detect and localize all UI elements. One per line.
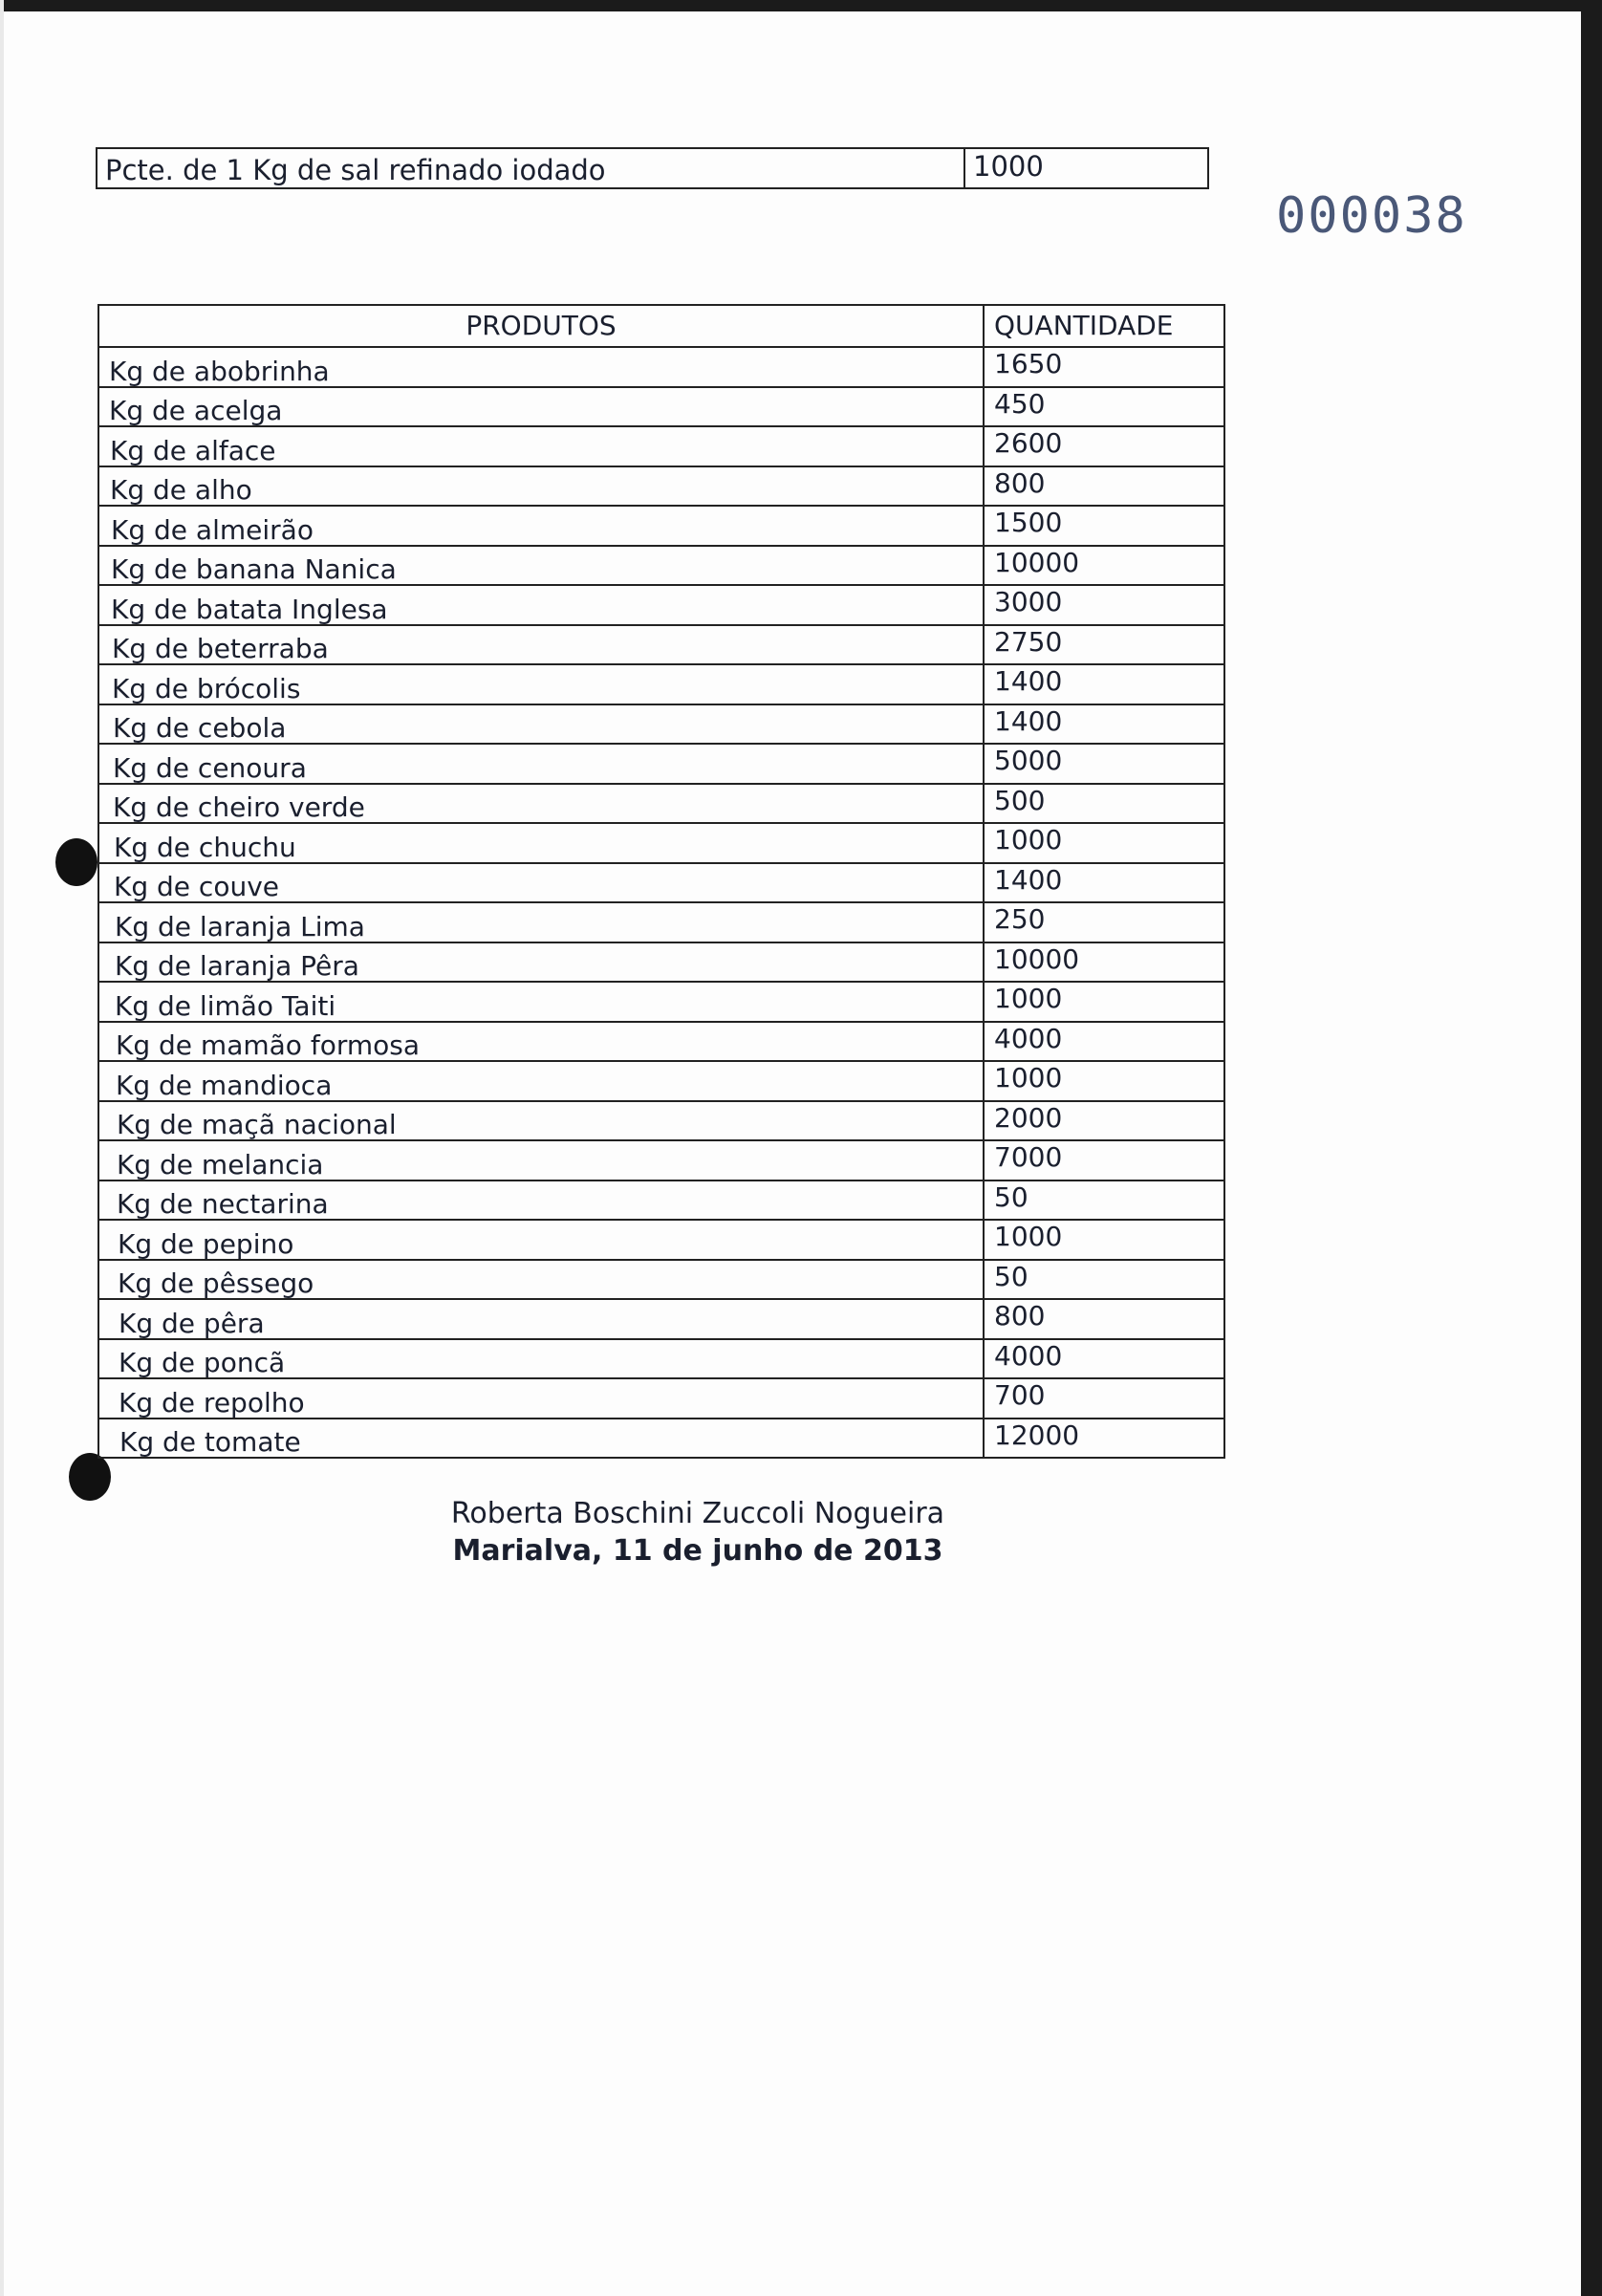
product-quantity: 1500 <box>983 505 1225 547</box>
product-quantity: 4000 <box>983 1020 1225 1062</box>
table-row: Kg de maçã nacional 2000 <box>97 1099 1225 1141</box>
table-row: Kg de mandioca 1000 <box>97 1060 1225 1102</box>
product-name: Kg de maçã nacional <box>97 1099 985 1141</box>
product-name: Kg de acelga <box>97 385 985 427</box>
product-quantity: 1000 <box>983 1060 1225 1102</box>
signature-name: Roberta Boschini Zuccoli Nogueira <box>450 1497 945 1530</box>
product-quantity: 3000 <box>983 584 1225 626</box>
product-quantity: 2750 <box>983 623 1225 665</box>
header-quantidade: QUANTIDADE <box>983 304 1225 348</box>
product-name: Kg de laranja Pêra <box>97 941 985 983</box>
table-row: Kg de banana Nanica 10000 <box>97 544 1225 586</box>
product-name: Kg de poncã <box>97 1337 985 1379</box>
product-quantity: 7000 <box>983 1139 1225 1181</box>
table-row: Kg de laranja Lima 250 <box>97 901 1225 943</box>
product-name: Kg de abobrinha <box>97 346 985 388</box>
product-name: Kg de banana Nanica <box>97 544 985 586</box>
top-item-quantity: 1000 <box>963 149 1207 187</box>
product-quantity: 2000 <box>983 1099 1225 1141</box>
product-name: Kg de mamão formosa <box>97 1020 985 1062</box>
top-item-product: Pcte. de 1 Kg de sal refinado iodado <box>105 154 606 186</box>
table-row: Kg de cheiro verde 500 <box>97 782 1225 824</box>
product-name: Kg de cheiro verde <box>97 782 985 824</box>
table-row: Kg de almeirão 1500 <box>97 505 1225 547</box>
header-produtos: PRODUTOS <box>97 304 985 348</box>
table-row: Kg de chuchu 1000 <box>97 822 1225 864</box>
punch-hole <box>69 1453 111 1501</box>
product-quantity: 1000 <box>983 981 1225 1023</box>
product-quantity: 1400 <box>983 703 1225 745</box>
punch-hole <box>55 838 97 886</box>
scan-edge-left <box>0 0 4 2296</box>
table-row: Kg de limão Taiti 1000 <box>97 981 1225 1023</box>
product-quantity: 4000 <box>983 1337 1225 1379</box>
table-row: Kg de alface 2600 <box>97 425 1225 467</box>
product-quantity: 1400 <box>983 663 1225 705</box>
product-name: Kg de mandioca <box>97 1060 985 1102</box>
product-quantity: 50 <box>983 1258 1225 1300</box>
product-quantity: 1400 <box>983 861 1225 903</box>
table-row: Kg de poncã 4000 <box>97 1337 1225 1379</box>
table-row: Kg de alho 800 <box>97 465 1225 507</box>
table-row: Kg de melancia 7000 <box>97 1139 1225 1181</box>
product-quantity: 250 <box>983 901 1225 943</box>
table-row: Kg de tomate 12000 <box>97 1417 1225 1459</box>
product-name: Kg de cenoura <box>97 743 985 785</box>
table-row: Kg de brócolis 1400 <box>97 663 1225 705</box>
table-row: Kg de pepino 1000 <box>97 1219 1225 1261</box>
product-name: Kg de laranja Lima <box>97 901 985 943</box>
product-quantity: 800 <box>983 465 1225 507</box>
table-row: Kg de nectarina 50 <box>97 1179 1225 1221</box>
product-name: Kg de tomate <box>97 1417 985 1459</box>
product-name: Kg de couve <box>97 861 985 903</box>
table-row: Kg de beterraba 2750 <box>97 623 1225 665</box>
table-row: Kg de acelga 450 <box>97 385 1225 427</box>
table-row: Kg de batata Inglesa 3000 <box>97 584 1225 626</box>
product-quantity: 500 <box>983 782 1225 824</box>
product-name: Kg de brócolis <box>97 663 985 705</box>
product-name: Kg de pêra <box>97 1298 985 1340</box>
product-name: Kg de chuchu <box>97 822 985 864</box>
product-quantity: 50 <box>983 1179 1225 1221</box>
product-quantity: 1000 <box>983 1219 1225 1261</box>
product-quantity: 800 <box>983 1298 1225 1340</box>
page-number-stamp: 000038 <box>1276 187 1467 245</box>
product-name: Kg de pepino <box>97 1219 985 1261</box>
product-name: Kg de cebola <box>97 703 985 745</box>
product-name: Kg de alho <box>97 465 985 507</box>
table-row: Kg de mamão formosa 4000 <box>97 1020 1225 1062</box>
product-name: Kg de almeirão <box>97 505 985 547</box>
product-name: Kg de beterraba <box>97 623 985 665</box>
product-name: Kg de alface <box>97 425 985 467</box>
scan-edge-top <box>0 0 1602 11</box>
product-name: Kg de repolho <box>97 1377 985 1419</box>
product-quantity: 1000 <box>983 822 1225 864</box>
product-name: Kg de pêssego <box>97 1258 985 1300</box>
product-quantity: 12000 <box>983 1417 1225 1459</box>
product-quantity: 1650 <box>983 346 1225 388</box>
product-name: Kg de batata Inglesa <box>97 584 985 626</box>
product-name: Kg de limão Taiti <box>97 981 985 1023</box>
product-name: Kg de melancia <box>97 1139 985 1181</box>
scan-edge-right <box>1581 0 1602 2296</box>
product-quantity: 10000 <box>983 941 1225 983</box>
table-header-row: PRODUTOS QUANTIDADE <box>97 304 1225 348</box>
products-table: PRODUTOS QUANTIDADE Kg de abobrinha 1650 K… <box>97 304 1225 1459</box>
product-quantity: 5000 <box>983 743 1225 785</box>
product-quantity: 700 <box>983 1377 1225 1419</box>
product-quantity: 10000 <box>983 544 1225 586</box>
table-row: Kg de laranja Pêra 10000 <box>97 941 1225 983</box>
table-row: Kg de cenoura 5000 <box>97 743 1225 785</box>
product-quantity: 2600 <box>983 425 1225 467</box>
top-item-row: Pcte. de 1 Kg de sal refinado iodado 100… <box>96 147 1209 189</box>
place-date: Marialva, 11 de junho de 2013 <box>452 1534 943 1568</box>
table-row: Kg de cebola 1400 <box>97 703 1225 745</box>
table-row: Kg de pêra 800 <box>97 1298 1225 1340</box>
product-quantity: 450 <box>983 385 1225 427</box>
table-row: Kg de repolho 700 <box>97 1377 1225 1419</box>
table-row: Kg de couve 1400 <box>97 861 1225 903</box>
product-name: Kg de nectarina <box>97 1179 985 1221</box>
table-row: Kg de pêssego 50 <box>97 1258 1225 1300</box>
table-row: Kg de abobrinha 1650 <box>97 346 1225 388</box>
